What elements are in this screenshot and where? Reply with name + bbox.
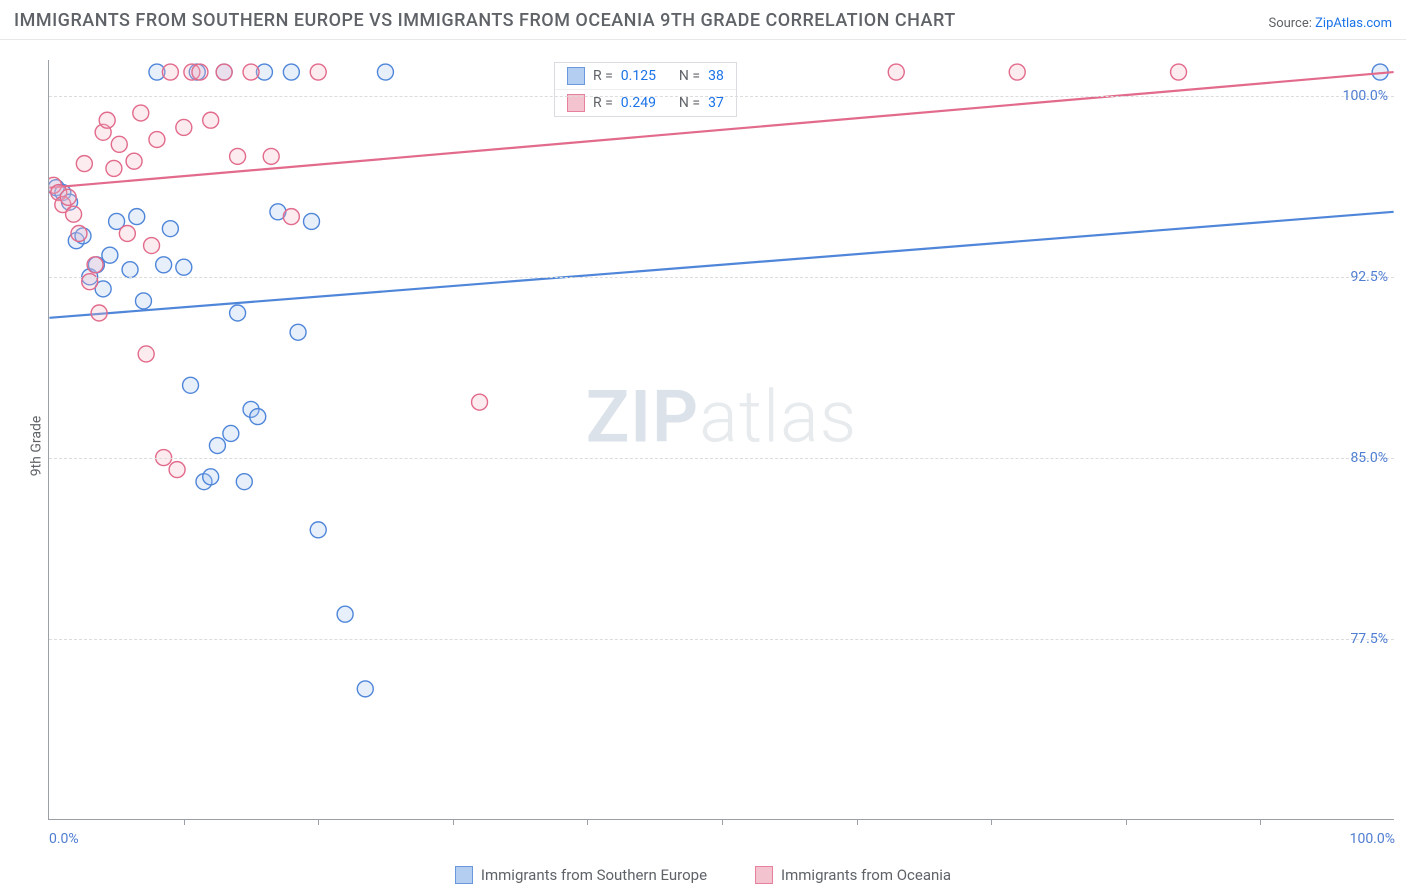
y-axis-label: 9th Grade — [28, 416, 44, 477]
gridline — [49, 277, 1394, 278]
y-tick-label: 92.5% — [1350, 269, 1388, 285]
x-tick-mark — [991, 819, 992, 825]
gridline — [49, 458, 1394, 459]
title-bar: IMMIGRANTS FROM SOUTHERN EUROPE VS IMMIG… — [0, 0, 1406, 40]
x-tick-mark — [184, 819, 185, 825]
r-value-0: 0.125 — [621, 68, 656, 84]
x-tick-mark — [318, 819, 319, 825]
legend-item-1: Immigrants from Oceania — [755, 866, 951, 884]
x-tick-mark — [587, 819, 588, 825]
series-legend: Immigrants from Southern Europe Immigran… — [0, 866, 1406, 884]
n-value-0: 38 — [708, 68, 724, 84]
x-tick-mark — [857, 819, 858, 825]
plot-area: ZIPatlas R = 0.125 N = 38 R = 0.249 N = … — [48, 60, 1394, 820]
x-tick-label: 0.0% — [49, 831, 79, 847]
source-link[interactable]: ZipAtlas.com — [1315, 16, 1392, 31]
legend-label-0: Immigrants from Southern Europe — [481, 866, 707, 884]
x-tick-mark — [1260, 819, 1261, 825]
y-tick-label: 100.0% — [1343, 88, 1388, 104]
x-tick-mark — [1126, 819, 1127, 825]
legend-item-0: Immigrants from Southern Europe — [455, 866, 707, 884]
legend-swatch-icon — [455, 866, 473, 884]
n-label: N = — [679, 68, 700, 84]
y-tick-label: 85.0% — [1350, 450, 1388, 466]
x-tick-label: 100.0% — [1350, 831, 1395, 847]
legend-row: R = 0.249 N = 37 — [555, 89, 736, 116]
legend-label-1: Immigrants from Oceania — [781, 866, 951, 884]
n-value-1: 37 — [708, 95, 724, 111]
n-label: N = — [679, 95, 700, 111]
legend-swatch-icon — [755, 866, 773, 884]
source-attribution: Source: ZipAtlas.com — [1268, 16, 1392, 31]
x-tick-mark — [453, 819, 454, 825]
r-label: R = — [593, 68, 613, 84]
gridline — [49, 639, 1394, 640]
x-tick-mark — [722, 819, 723, 825]
legend-swatch-series-0 — [567, 67, 585, 85]
legend-row: R = 0.125 N = 38 — [555, 63, 736, 89]
source-prefix: Source: — [1268, 16, 1315, 31]
correlation-legend-box: R = 0.125 N = 38 R = 0.249 N = 37 — [554, 62, 737, 117]
scatter-svg — [49, 60, 1394, 819]
r-label: R = — [593, 95, 613, 111]
r-value-1: 0.249 — [621, 95, 656, 111]
gridline — [49, 96, 1394, 97]
y-tick-label: 77.5% — [1350, 631, 1388, 647]
chart-title: IMMIGRANTS FROM SOUTHERN EUROPE VS IMMIG… — [14, 10, 956, 31]
